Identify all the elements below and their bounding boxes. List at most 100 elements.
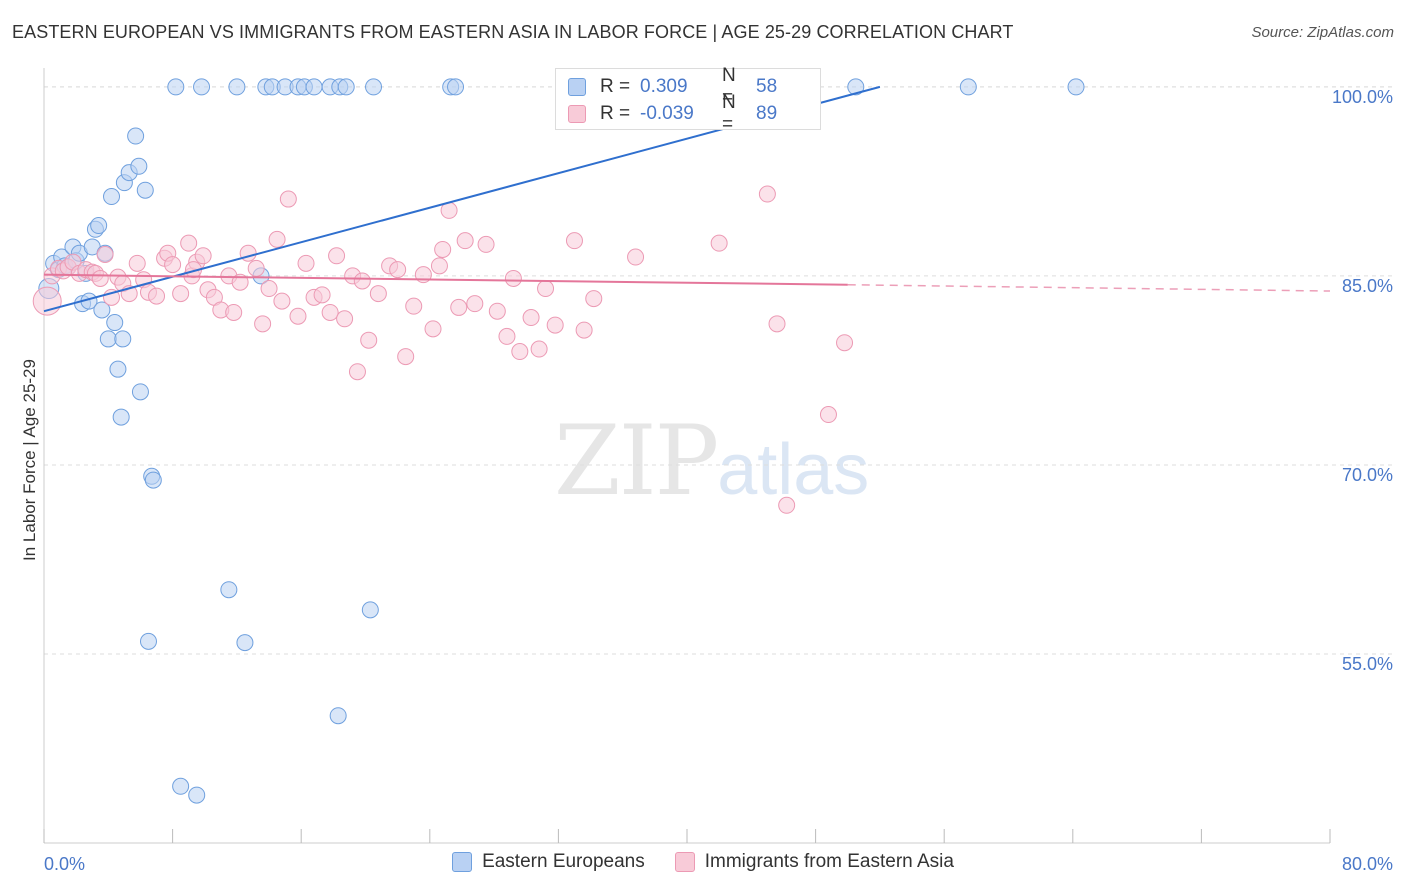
point-eastern-europeans (136, 181, 154, 199)
y-tick-label: 70.0% (1342, 465, 1393, 485)
point-eastern-europeans (361, 601, 379, 619)
point-immigrants-eastern-asia (430, 257, 448, 275)
point-eastern-europeans (188, 786, 206, 804)
point-immigrants-eastern-asia (225, 303, 243, 321)
point-immigrants-eastern-asia (477, 235, 495, 253)
point-immigrants-eastern-asia (369, 285, 387, 303)
source-credit: Source: ZipAtlas.com (1251, 24, 1394, 41)
point-eastern-europeans (193, 78, 211, 96)
stats-n-label: N = (722, 92, 736, 135)
point-immigrants-eastern-asia (488, 302, 506, 320)
point-immigrants-eastern-asia (466, 295, 484, 313)
point-eastern-europeans (99, 330, 117, 348)
point-eastern-europeans (959, 78, 977, 96)
point-eastern-europeans (447, 78, 465, 96)
stats-row-pink: R = -0.039 N = 89 (568, 92, 778, 135)
point-immigrants-eastern-asia (575, 321, 593, 339)
point-immigrants-eastern-asia (148, 287, 166, 305)
point-eastern-europeans (112, 408, 130, 426)
point-immigrants-eastern-asia (194, 247, 212, 265)
point-eastern-europeans (365, 78, 383, 96)
point-immigrants-eastern-asia (565, 232, 583, 250)
point-immigrants-eastern-asia (405, 297, 423, 315)
point-eastern-europeans (109, 360, 127, 378)
point-immigrants-eastern-asia (289, 307, 307, 325)
watermark-zip: ZIP (554, 405, 719, 517)
point-immigrants-eastern-asia (498, 327, 516, 345)
point-immigrants-eastern-asia (321, 303, 339, 321)
point-eastern-europeans (220, 581, 238, 599)
point-immigrants-eastern-asia (348, 363, 366, 381)
point-immigrants-eastern-asia (836, 334, 854, 352)
point-immigrants-eastern-asia (768, 315, 786, 333)
point-immigrants-eastern-asia (504, 269, 522, 287)
point-immigrants-eastern-asia (180, 234, 198, 252)
point-immigrants-eastern-asia (360, 331, 378, 349)
point-immigrants-eastern-asia (273, 292, 291, 310)
trend-line-immigrants-eastern-asia (43, 273, 848, 286)
x-tick-label: 0.0% (44, 854, 85, 874)
point-eastern-europeans (130, 157, 148, 175)
point-immigrants-eastern-asia (522, 309, 540, 327)
point-immigrants-eastern-asia (172, 285, 190, 303)
point-immigrants-eastern-asia (128, 254, 146, 272)
trend-line-extension (847, 283, 1331, 292)
legend-item-immigrants-eastern-asia: Immigrants from Eastern Asia (674, 851, 954, 873)
point-immigrants-eastern-asia (353, 272, 371, 290)
point-immigrants-eastern-asia (389, 261, 407, 279)
point-immigrants-eastern-asia (260, 280, 278, 298)
point-immigrants-eastern-asia (328, 247, 346, 265)
point-immigrants-eastern-asia (819, 406, 837, 424)
y-tick-label: 55.0% (1342, 654, 1393, 674)
stats-swatch-blue (568, 78, 586, 96)
chart-title: EASTERN EUROPEAN VS IMMIGRANTS FROM EAST… (12, 22, 1014, 42)
point-immigrants-eastern-asia (546, 316, 564, 334)
point-eastern-europeans (139, 632, 157, 650)
stats-n-value: 58 (756, 76, 778, 97)
point-eastern-europeans (1067, 78, 1085, 96)
legend-swatch-pink (674, 852, 695, 872)
point-immigrants-eastern-asia (247, 259, 265, 277)
watermark: ZIPatlas (554, 405, 869, 517)
point-eastern-europeans (236, 634, 254, 652)
point-immigrants-eastern-asia (758, 185, 776, 203)
stats-row-blue: R = 0.309 N = 58 (568, 65, 778, 108)
point-immigrants-eastern-asia (397, 348, 415, 366)
point-immigrants-eastern-asia (268, 230, 286, 248)
point-eastern-europeans (847, 78, 865, 96)
stats-swatch-pink (568, 105, 586, 123)
y-tick-label: 100.0% (1332, 87, 1393, 107)
point-eastern-europeans (329, 707, 347, 725)
point-immigrants-eastern-asia (537, 280, 555, 298)
point-immigrants-eastern-asia (279, 190, 297, 208)
point-immigrants-eastern-asia (530, 340, 548, 358)
stats-r-value: 0.309 (640, 76, 688, 97)
point-immigrants-eastern-asia (778, 496, 796, 514)
point-eastern-europeans (337, 78, 355, 96)
point-immigrants-eastern-asia (434, 240, 452, 258)
point-immigrants-eastern-asia (511, 343, 529, 361)
point-eastern-europeans (228, 78, 246, 96)
point-eastern-europeans (106, 314, 124, 332)
point-eastern-europeans (167, 78, 185, 96)
stats-r-label: R = (600, 76, 631, 97)
stats-r-value: -0.039 (640, 103, 694, 124)
point-eastern-europeans (305, 78, 323, 96)
point-eastern-europeans (144, 471, 162, 489)
point-immigrants-eastern-asia (336, 310, 354, 328)
point-immigrants-eastern-asia (456, 232, 474, 250)
stats-n-value: 89 (756, 103, 778, 124)
stats-r-label: R = (600, 103, 631, 124)
x-tick-label: 80.0% (1342, 854, 1393, 874)
point-immigrants-eastern-asia (710, 234, 728, 252)
point-immigrants-eastern-asia (424, 320, 442, 338)
point-immigrants-eastern-asia (96, 246, 114, 264)
point-eastern-europeans (114, 330, 132, 348)
point-immigrants-eastern-asia (164, 256, 182, 274)
point-immigrants-eastern-asia (254, 315, 272, 333)
point-immigrants-eastern-asia (627, 248, 645, 266)
point-eastern-europeans (93, 301, 111, 319)
stats-n-label: N = (722, 65, 736, 108)
point-immigrants-eastern-asia (297, 254, 315, 272)
